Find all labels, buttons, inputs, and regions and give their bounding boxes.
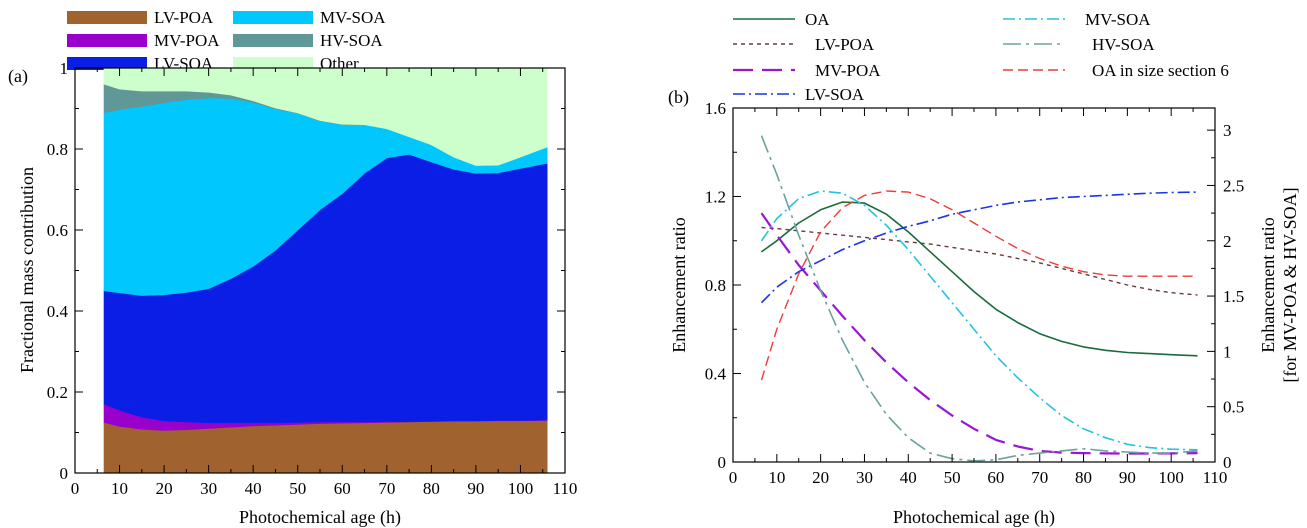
panel-b-chart: (b) OA LV-POA MV-POA LV-SOA MV-SOA HV-SOA OA i… <box>668 10 1300 528</box>
x-tick-label: 50 <box>944 468 961 487</box>
y-tick-label: 0 <box>60 464 69 483</box>
y-tick-label: 1 <box>60 59 69 78</box>
legend-label-oa: OA <box>805 10 830 29</box>
x-tick-label: 20 <box>812 468 829 487</box>
legend-label-mv-poa: MV-POA <box>154 31 220 50</box>
line-hv-soa <box>760 135 1198 462</box>
x-tick-label: 0 <box>71 479 80 498</box>
legend-swatch-lv-poa <box>67 11 147 24</box>
x-tick-label: 110 <box>553 479 578 498</box>
x-tick-label: 90 <box>1119 468 1136 487</box>
x-tick-label: 80 <box>1075 468 1092 487</box>
y-tick-label: 0.4 <box>705 365 727 384</box>
legend-swatch-lv-soa <box>67 57 147 70</box>
x-tick-label: 0 <box>729 468 738 487</box>
y-tick-label: 1.6 <box>705 99 726 118</box>
y-tick-label: 0 <box>718 453 727 472</box>
x-tick-label: 90 <box>467 479 484 498</box>
legend-swatch-mv-poa <box>67 34 147 47</box>
panel-a-x-axis-label: Photochemical age (h) <box>239 507 401 528</box>
x-tick-label: 100 <box>508 479 534 498</box>
line-oa-in-size-section-6 <box>760 190 1198 381</box>
panel-a-y-axis-label: Fractional mass contribution <box>17 167 37 373</box>
panel-b-y-axis-label: Enhancement ratio <box>669 217 689 352</box>
x-tick-label: 40 <box>900 468 917 487</box>
x-tick-label: 10 <box>111 479 128 498</box>
x-tick-label: 60 <box>987 468 1004 487</box>
legend-swatch-mv-soa <box>233 11 313 24</box>
y-tick-label: 0.2 <box>47 383 68 402</box>
x-tick-label: 70 <box>378 479 395 498</box>
y-tick-label: 0.6 <box>47 221 68 240</box>
line-mv-poa <box>760 212 1198 455</box>
y2-tick-label: 2 <box>1223 232 1232 251</box>
legend-label-mv-soa: MV-SOA <box>320 8 386 27</box>
panel-b-tag: (b) <box>668 87 689 108</box>
y2-tick-label: 3 <box>1223 121 1232 140</box>
panel-b-lines <box>760 135 1198 462</box>
y-tick-label: 1.2 <box>705 188 726 207</box>
x-tick-label: 60 <box>334 479 351 498</box>
x-tick-label: 70 <box>1031 468 1048 487</box>
panel-a-tag: (a) <box>8 66 28 87</box>
legend-label-lv-poa: LV-POA <box>815 35 875 54</box>
x-tick-label: 20 <box>156 479 173 498</box>
line-lv-poa <box>761 226 1198 296</box>
x-tick-label: 30 <box>200 479 217 498</box>
line-mv-soa <box>760 190 1198 451</box>
legend-label-lv-poa: LV-POA <box>154 8 214 27</box>
panel-a-chart: (a) LV-POAMV-POALV-SOAMV-SOAHV-SOAOther … <box>8 8 577 528</box>
legend-label-hv-soa: HV-SOA <box>320 31 383 50</box>
y-tick-label: 0.4 <box>47 302 69 321</box>
panel-b-y2-axis-label-line2: [for MV-POA & HV-SOA] <box>1280 187 1300 382</box>
legend-label-oa-in-size-section-6: OA in size section 6 <box>1092 61 1229 80</box>
x-tick-label: 80 <box>423 479 440 498</box>
legend-label-mv-soa: MV-SOA <box>1085 10 1151 29</box>
panel-b-ticks: 0 10 20 30 40 50 60 70 80 90 100 11000.40.81.21.600… <box>705 99 1245 487</box>
legend-swatch-hv-soa <box>233 34 313 47</box>
line-oa <box>761 201 1198 357</box>
panel-b-plot-frame <box>732 107 1216 463</box>
y2-tick-label: 0.5 <box>1223 398 1244 417</box>
legend-label-lv-soa: LV-SOA <box>805 85 865 104</box>
legend-label-hv-soa: HV-SOA <box>1092 35 1155 54</box>
y2-tick-label: 2.5 <box>1223 176 1244 195</box>
y-tick-label: 0.8 <box>47 140 68 159</box>
line-lv-soa <box>760 191 1198 304</box>
x-tick-label: 50 <box>289 479 306 498</box>
x-tick-label: 100 <box>1158 468 1184 487</box>
x-tick-label: 110 <box>1203 468 1228 487</box>
y-tick-label: 0.8 <box>705 276 726 295</box>
y2-tick-label: 1 <box>1223 342 1232 361</box>
x-tick-label: 30 <box>856 468 873 487</box>
y2-tick-label: 0 <box>1223 453 1232 472</box>
panel-b-y2-axis-label-line1: Enhancement ratio <box>1258 217 1278 352</box>
x-tick-label: 40 <box>245 479 262 498</box>
panel-a-areas <box>103 67 548 474</box>
panel-b-x-axis-label: Photochemical age (h) <box>893 507 1055 528</box>
legend-label-mv-poa: MV-POA <box>815 61 881 80</box>
y2-tick-label: 1.5 <box>1223 287 1244 306</box>
panel-a-ticks: 0 10 20 30 40 50 60 70 80 90 100 110 0 0.2 0.4 0.6 0.8 1 <box>47 59 578 498</box>
legend-swatch-other <box>233 57 313 70</box>
x-tick-label: 10 <box>768 468 785 487</box>
panel-b-legend: OA LV-POA MV-POA LV-SOA MV-SOA HV-SOA OA in si… <box>733 10 1229 104</box>
